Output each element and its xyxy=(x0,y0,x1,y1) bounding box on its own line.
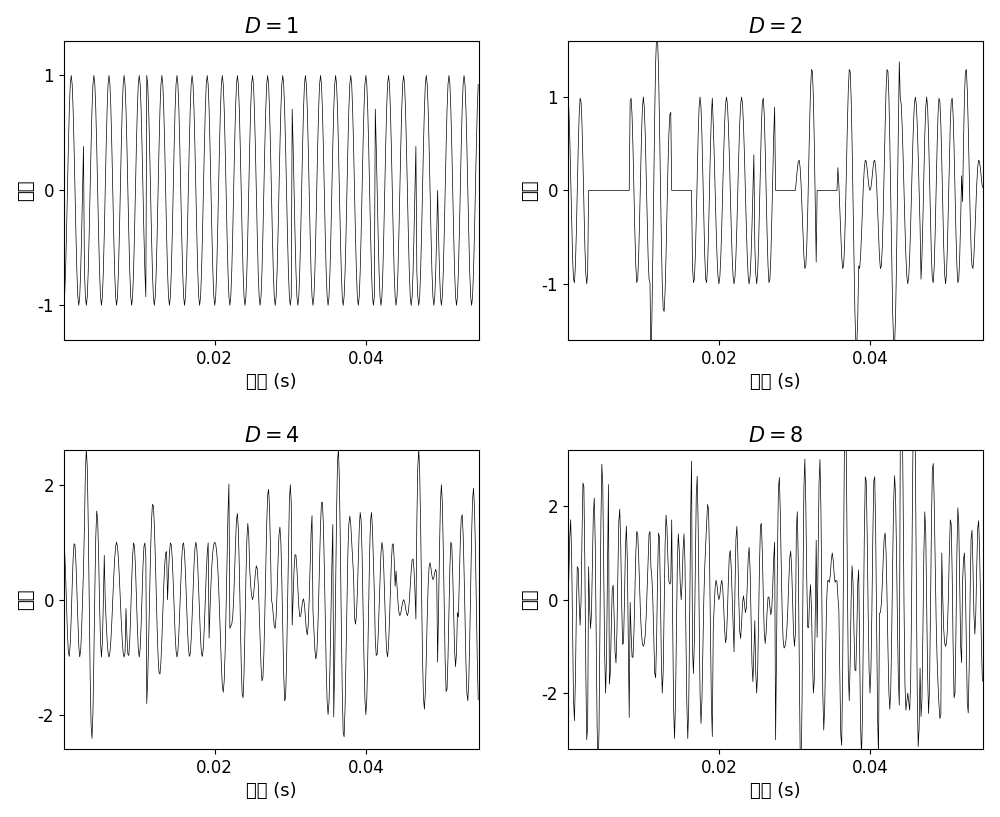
Title: $D = 1$: $D = 1$ xyxy=(244,16,299,37)
X-axis label: 时间 (s): 时间 (s) xyxy=(246,783,297,801)
Y-axis label: 幅値: 幅値 xyxy=(521,589,539,610)
X-axis label: 时间 (s): 时间 (s) xyxy=(750,373,801,391)
Title: $D = 2$: $D = 2$ xyxy=(748,16,803,37)
Y-axis label: 幅値: 幅値 xyxy=(17,180,35,201)
Y-axis label: 幅値: 幅値 xyxy=(521,180,539,201)
Y-axis label: 幅値: 幅値 xyxy=(17,589,35,610)
Title: $D = 8$: $D = 8$ xyxy=(748,426,803,446)
X-axis label: 时间 (s): 时间 (s) xyxy=(246,373,297,391)
Title: $D = 4$: $D = 4$ xyxy=(244,426,299,446)
X-axis label: 时间 (s): 时间 (s) xyxy=(750,783,801,801)
